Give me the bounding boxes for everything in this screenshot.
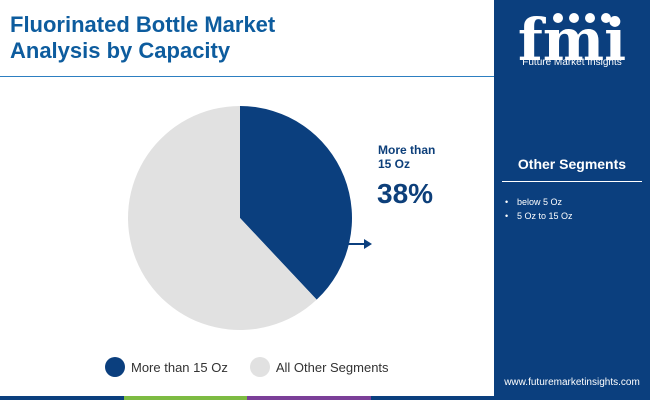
legend-swatch — [105, 357, 125, 377]
title-line-1: Fluorinated Bottle Market — [10, 12, 276, 37]
callout-arrow-head — [364, 239, 372, 249]
pie-slice-more-than-15-oz — [240, 106, 353, 300]
callout-value: 38% — [377, 178, 434, 209]
sidebar-panel: fmi Future Market Insights Other Segment… — [494, 0, 650, 400]
logo-dot-1-icon — [553, 13, 563, 23]
logo-dot-3-icon — [585, 13, 595, 23]
other-segment-item: 5 Oz to 15 Oz — [504, 209, 573, 223]
bottom-bar-segment — [123, 396, 247, 400]
title-line-2: Analysis by Capacity — [10, 38, 231, 63]
callout-label-line-2: 15 Oz — [378, 157, 411, 171]
legend-label: More than 15 Oz — [131, 359, 228, 375]
logo-dot-2-icon — [569, 13, 579, 23]
chart-legend: More than 15 Oz All Other Segments — [105, 356, 411, 378]
other-segment-item: below 5 Oz — [504, 195, 573, 209]
legend-item: More than 15 Oz — [105, 357, 228, 377]
callout-label: More than 15 Oz — [378, 143, 468, 171]
bottom-bar-segment — [0, 396, 124, 400]
pie-chart — [128, 106, 372, 330]
legend-item: All Other Segments — [249, 357, 389, 377]
fmi-logo: fmi — [518, 8, 626, 70]
other-segments-list: below 5 Oz5 Oz to 15 Oz — [504, 195, 573, 223]
pie-slices — [128, 106, 353, 330]
title-divider — [0, 76, 494, 77]
bottom-color-bar — [0, 396, 494, 400]
bottom-bar-segment — [247, 396, 371, 400]
other-segments-divider — [502, 181, 642, 182]
website-link[interactable]: www.futuremarketinsights.com — [504, 377, 640, 388]
logo-dot-4-icon — [601, 13, 611, 23]
pie-slice-all-other-segments — [128, 106, 317, 330]
other-segments-heading: Other Segments — [517, 156, 627, 172]
brand-name: Future Market Insights — [522, 57, 622, 68]
legend-swatch — [249, 357, 270, 377]
chart-title: Fluorinated Bottle Market Analysis by Ca… — [10, 12, 480, 64]
bottom-bar-segment — [370, 396, 494, 400]
legend-label: All Other Segments — [275, 359, 389, 375]
callout-label-line-1: More than — [378, 143, 436, 157]
